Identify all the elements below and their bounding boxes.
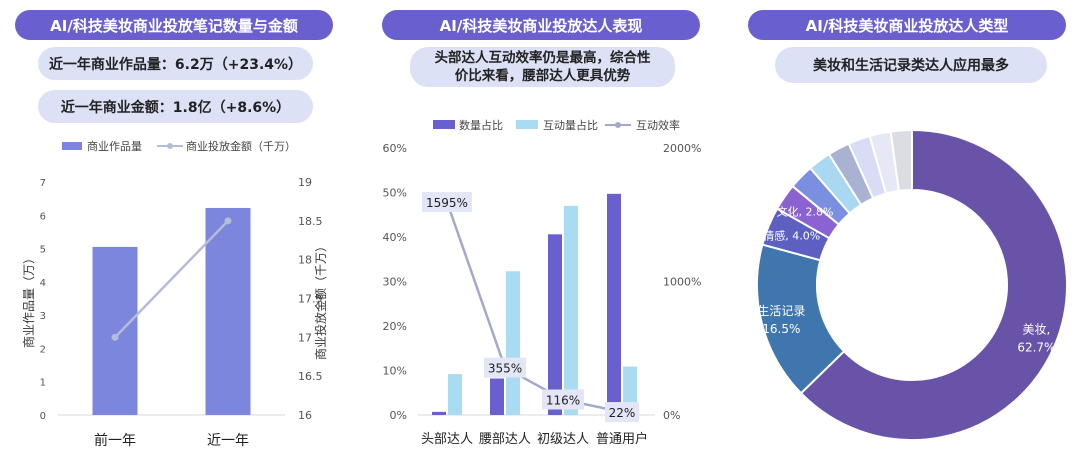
- legend-amount-label: 商业投放金额（千万）: [186, 139, 296, 153]
- donut-slice: [799, 128, 1068, 441]
- y-tick-label-left: 0: [40, 411, 46, 422]
- amount-point: [111, 333, 119, 341]
- y-axis-title-right: 商业投放金额（千万）: [313, 240, 328, 360]
- efficiency-label-box: [484, 357, 526, 378]
- y-tick-label-left: 2: [40, 344, 46, 355]
- legend-efficiency: 互动效率: [605, 118, 680, 132]
- legend-works-bar: 商业作品量: [62, 139, 142, 153]
- y-tick-label-right: 19: [298, 176, 312, 189]
- slice-label: 文化, 2.8%: [776, 204, 833, 218]
- y-tick-label-left: 0%: [390, 409, 407, 422]
- legend-amount-marker: [167, 143, 173, 149]
- efficiency-data-label: 116%: [546, 394, 580, 408]
- count-share-bar: [490, 378, 504, 415]
- chart-works-amount: 商业作品量 商业投放金额（千万） 0 1 2 3 4 5 6 7 16 16.5 17 17.5 18…: [21, 139, 328, 449]
- y-tick-label-left: 40%: [383, 231, 407, 244]
- creator-type-note-pill: 美妆和生活记录类达人应用最多: [775, 47, 1047, 83]
- efficiency-label-box: [422, 192, 472, 213]
- y-tick-label-left: 6: [40, 211, 46, 222]
- slice-label-value: 16.5%: [762, 322, 800, 336]
- y-tick-label-left: 7: [40, 178, 46, 189]
- legend-count-label: 数量占比: [459, 118, 503, 132]
- legend-interaction-swatch: [516, 120, 538, 129]
- performance-note-line2: 价比来看，腰部达人更具优势: [454, 68, 631, 84]
- slice-label-name: 美妆,: [1022, 322, 1050, 336]
- panel2-title: AI/科技美妆商业投放达人表现: [382, 10, 700, 40]
- legend-amount-line: 商业投放金额（千万）: [157, 139, 296, 153]
- efficiency-label-box: [542, 389, 584, 410]
- y-tick-label-left: 20%: [383, 320, 407, 333]
- y-tick-label-right: 17.5: [298, 293, 323, 306]
- donut-slice: [889, 128, 913, 193]
- y-axis-title-left: 商业作品量（万）: [21, 252, 36, 348]
- efficiency-data-label: 355%: [488, 362, 522, 376]
- legend-interaction-share: 互动量占比: [516, 118, 598, 132]
- legend-interaction-label: 互动量占比: [543, 118, 598, 132]
- legend-efficiency-label: 互动效率: [636, 118, 680, 132]
- slice-label: 情感, 4.0%: [763, 230, 820, 243]
- chart-creator-performance: 数量占比 互动量占比 互动效率 1595% 355% 116% 22% 0% 10% 20…: [383, 118, 702, 447]
- y-tick-label-right: 16: [298, 409, 312, 422]
- slice-label-value: 62.7%: [1017, 340, 1055, 354]
- y-tick-label-left: 10%: [383, 365, 407, 378]
- legend-efficiency-marker: [615, 122, 621, 128]
- efficiency-line: [445, 201, 623, 414]
- panel1-title: AI/科技美妆商业投放笔记数量与金额: [15, 10, 333, 40]
- interaction-share-bar: [564, 205, 578, 415]
- works-bar: [205, 207, 251, 415]
- interaction-share-bar: [506, 271, 520, 415]
- performance-note-pill: 头部达人互动效率仍是最高，综合性 价比来看，腰部达人更具优势: [410, 47, 675, 87]
- y-tick-label-right: 17: [298, 331, 312, 344]
- y-tick-label-right: 16.5: [298, 370, 323, 383]
- x-tick-label: 初级达人: [537, 432, 589, 447]
- count-share-bar: [607, 193, 621, 415]
- legend-works-label: 商业作品量: [87, 139, 142, 153]
- y-tick-label-left: 50%: [383, 187, 407, 200]
- legend-works-swatch: [62, 142, 82, 150]
- efficiency-label-box: [605, 402, 639, 423]
- y-tick-label-left: 1: [40, 378, 46, 389]
- legend-count-share: 数量占比: [433, 118, 503, 132]
- x-tick-label: 头部达人: [421, 432, 473, 447]
- interaction-share-bar: [448, 374, 462, 415]
- count-share-bar: [548, 234, 562, 415]
- slice-label-name: 生活记录: [757, 304, 805, 318]
- count-share-bar: [432, 411, 446, 415]
- efficiency-data-label: 1595%: [426, 196, 468, 210]
- x-tick-label: 腰部达人: [479, 432, 531, 447]
- amount-point: [224, 217, 232, 225]
- works-bar: [92, 246, 138, 415]
- stat-amount-pill: 近一年商业金额：1.8亿（+8.6%）: [38, 90, 313, 123]
- y-tick-label-right: 18.5: [298, 215, 323, 228]
- y-tick-label-left: 3: [40, 311, 46, 322]
- amount-line: [114, 219, 229, 339]
- stat-works-pill: 近一年商业作品量：6.2万（+23.4%）: [38, 47, 313, 80]
- y-tick-label-left: 30%: [383, 276, 407, 289]
- panel3-title: AI/科技美妆商业投放达人类型: [748, 10, 1066, 40]
- legend-count-swatch: [433, 120, 455, 129]
- y-tick-label-left: 60%: [383, 142, 407, 155]
- x-tick-label: 普通用户: [596, 431, 648, 447]
- efficiency-data-label: 22%: [609, 406, 636, 420]
- x-tick-label: 近一年: [207, 433, 249, 449]
- performance-note-line1: 头部达人互动效率仍是最高，综合性: [434, 50, 651, 66]
- y-tick-label-right: 1000%: [663, 276, 701, 289]
- y-tick-label-right: 2000%: [663, 142, 701, 155]
- y-tick-label-left: 5: [40, 245, 46, 256]
- y-tick-label-right: 18: [298, 254, 312, 267]
- y-tick-label-left: 4: [40, 278, 46, 289]
- y-tick-label-right: 0%: [663, 409, 680, 422]
- x-tick-label: 前一年: [94, 432, 136, 449]
